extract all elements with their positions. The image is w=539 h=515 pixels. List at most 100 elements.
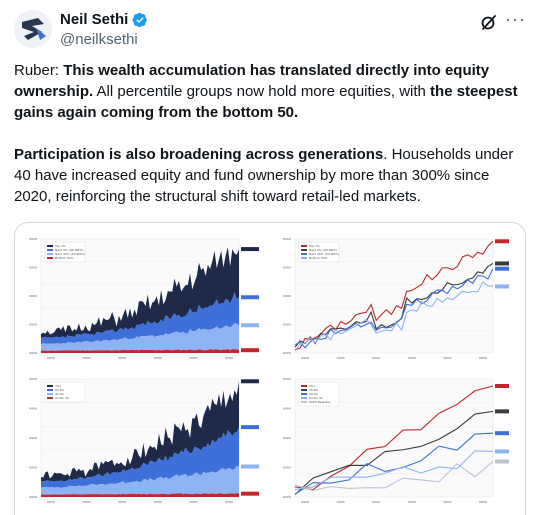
line-series — [294, 240, 494, 351]
area-series — [41, 427, 239, 488]
legend-label: Bottom 50% — [55, 256, 74, 260]
legend-swatch — [47, 245, 53, 247]
legend-label: 2020 Baseline — [309, 400, 330, 404]
series-end-label — [241, 464, 259, 469]
chart-age-area: 70+ 55-69 40-54 Under 40 — [19, 369, 269, 509]
text-run-2: All percentile groups now hold more equi… — [93, 83, 431, 100]
y-tick-label — [283, 323, 291, 326]
y-tick-label — [29, 266, 37, 269]
line-series — [294, 268, 494, 349]
chart-legend: Top 1%Next 9% (90-99th)Next 40% (50-90th… — [44, 241, 86, 263]
x-tick-label — [189, 357, 198, 359]
x-tick-label — [336, 357, 345, 359]
y-tick-label — [29, 238, 37, 240]
series-end-label — [241, 247, 259, 252]
legend-label: 40-54 — [55, 392, 64, 396]
legend-label: Next 40% (50-90th) — [55, 252, 85, 256]
legend-swatch — [47, 257, 53, 259]
verified-badge-icon[interactable] — [132, 12, 148, 28]
grok-icon[interactable] — [479, 12, 499, 32]
chart-legend: Top 1%Next 9% (90-99th)Next 40% (50-90th… — [298, 241, 340, 263]
legend-label: Next 40% (50-90th) — [309, 252, 339, 256]
x-tick-label — [407, 501, 416, 503]
area-series — [41, 466, 239, 495]
legend-label: Under 40 — [55, 396, 69, 400]
y-tick-label — [283, 466, 291, 469]
series-end-label — [495, 261, 509, 266]
legend-label: 70+ — [309, 384, 316, 388]
y-tick-label — [29, 496, 37, 498]
y-tick-label — [29, 466, 37, 469]
line-series — [294, 410, 494, 496]
legend-swatch — [47, 393, 53, 395]
x-tick-label — [153, 501, 162, 503]
user-handle[interactable]: @neilksethi — [60, 31, 138, 48]
y-tick-label — [283, 496, 291, 498]
series-end-label — [495, 449, 509, 454]
more-options-icon[interactable]: ··· — [505, 9, 526, 29]
x-tick-label — [82, 501, 91, 503]
legend-label: 55-69 — [309, 388, 318, 392]
y-tick-label — [283, 295, 291, 297]
tweet-paragraph-2: Participation is also broadening across … — [14, 144, 526, 207]
avatar[interactable] — [14, 10, 52, 48]
y-tick-label — [29, 323, 37, 326]
x-tick-label — [153, 357, 162, 359]
area-series — [41, 292, 239, 345]
y-tick-label — [29, 407, 37, 410]
y-tick-label — [29, 378, 37, 380]
legend-swatch — [301, 397, 307, 399]
legend-swatch — [47, 253, 53, 255]
legend-swatch — [47, 389, 53, 391]
chart-wealth-lines: Top 1% Next 9% (90-99th) Next 40% (50-90th… — [273, 229, 523, 365]
x-tick-label — [301, 501, 309, 503]
legend-label: Next 9% (90-99th) — [55, 248, 83, 252]
series-end-label — [241, 295, 259, 300]
legend-label: Top 1% — [308, 244, 320, 248]
legend-swatch — [47, 249, 53, 251]
legend-swatch — [301, 393, 307, 395]
line-chart-svg: Top 1%Next 9% (90-99th)Next 40% (50-90th… — [283, 238, 509, 359]
area-series — [41, 493, 239, 497]
bold-run-0: Participation is also broadening across … — [14, 146, 384, 163]
legend-swatch — [301, 245, 307, 247]
legend-swatch — [301, 253, 307, 255]
x-tick-label — [118, 501, 127, 503]
text-run-1: . Households under 40 have increased equ… — [14, 146, 514, 205]
tweet-text: Ruber: This wealth accumulation has tran… — [14, 60, 526, 207]
tweet-media-image[interactable]: Top 1% Next 9% (90-99th) Next 40% (50-90th… — [14, 222, 526, 515]
legend-swatch — [301, 389, 307, 391]
x-tick-label — [479, 501, 487, 503]
chart-age-lines: 70+ 55-69 40-54 Under 40 2020 Baseline — [273, 369, 523, 509]
tweet-paragraph-1: Ruber: This wealth accumulation has tran… — [14, 60, 526, 123]
chart-wealth-area: Top 1% Next 9% (90-99th) Next 40% (50-90th… — [19, 229, 269, 365]
text-run-0: Ruber: — [14, 62, 64, 79]
series-end-label — [241, 491, 259, 496]
y-tick-label — [29, 352, 37, 354]
series-end-label — [495, 284, 509, 289]
legend-swatch — [301, 401, 307, 403]
y-tick-label — [283, 378, 291, 380]
bold-run-3: the steepest gains again coming from the… — [14, 83, 518, 121]
series-end-label — [241, 379, 259, 384]
area-chart-svg: Top 1%Next 9% (90-99th)Next 40% (50-90th… — [29, 238, 259, 359]
line-series — [294, 281, 494, 352]
series-end-label — [495, 384, 509, 389]
series-end-label — [495, 266, 509, 271]
series-end-label — [495, 239, 509, 244]
x-tick-label — [47, 357, 55, 359]
area-series — [41, 348, 239, 353]
legend-label: 40-54 — [309, 392, 318, 396]
bold-run-1: This wealth accumulation has translated … — [14, 62, 490, 100]
user-names: Neil Sethi @neilksethi — [60, 10, 148, 50]
x-tick-label — [118, 357, 127, 359]
series-end-label — [241, 425, 259, 430]
display-name[interactable]: Neil Sethi — [60, 11, 129, 28]
area-series — [41, 323, 239, 351]
x-tick-label — [336, 501, 345, 503]
legend-swatch — [47, 385, 53, 387]
